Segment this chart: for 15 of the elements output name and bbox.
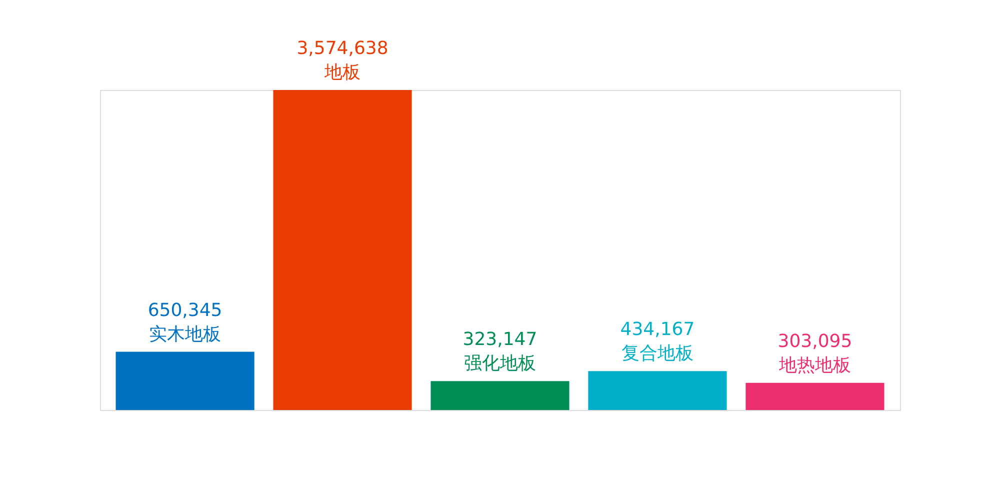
bar (746, 382, 884, 410)
data-label: 323,147 (462, 329, 538, 350)
data-label: 650,345 (148, 300, 222, 321)
bar (430, 381, 570, 410)
data-label: 434,167 (620, 319, 695, 340)
x-tick-label: 强化地板 (464, 353, 536, 374)
x-tick-label: 地热地板 (778, 354, 851, 376)
data-label: 3,574,638 (296, 38, 388, 59)
bar (116, 352, 254, 410)
x-tick-label: 复合地板 (621, 343, 694, 364)
bar (588, 371, 727, 410)
bar (273, 90, 412, 410)
data-label: 303,095 (778, 330, 852, 352)
x-tick-label: 地板 (324, 62, 361, 83)
x-tick-label: 实木地板 (149, 324, 222, 345)
